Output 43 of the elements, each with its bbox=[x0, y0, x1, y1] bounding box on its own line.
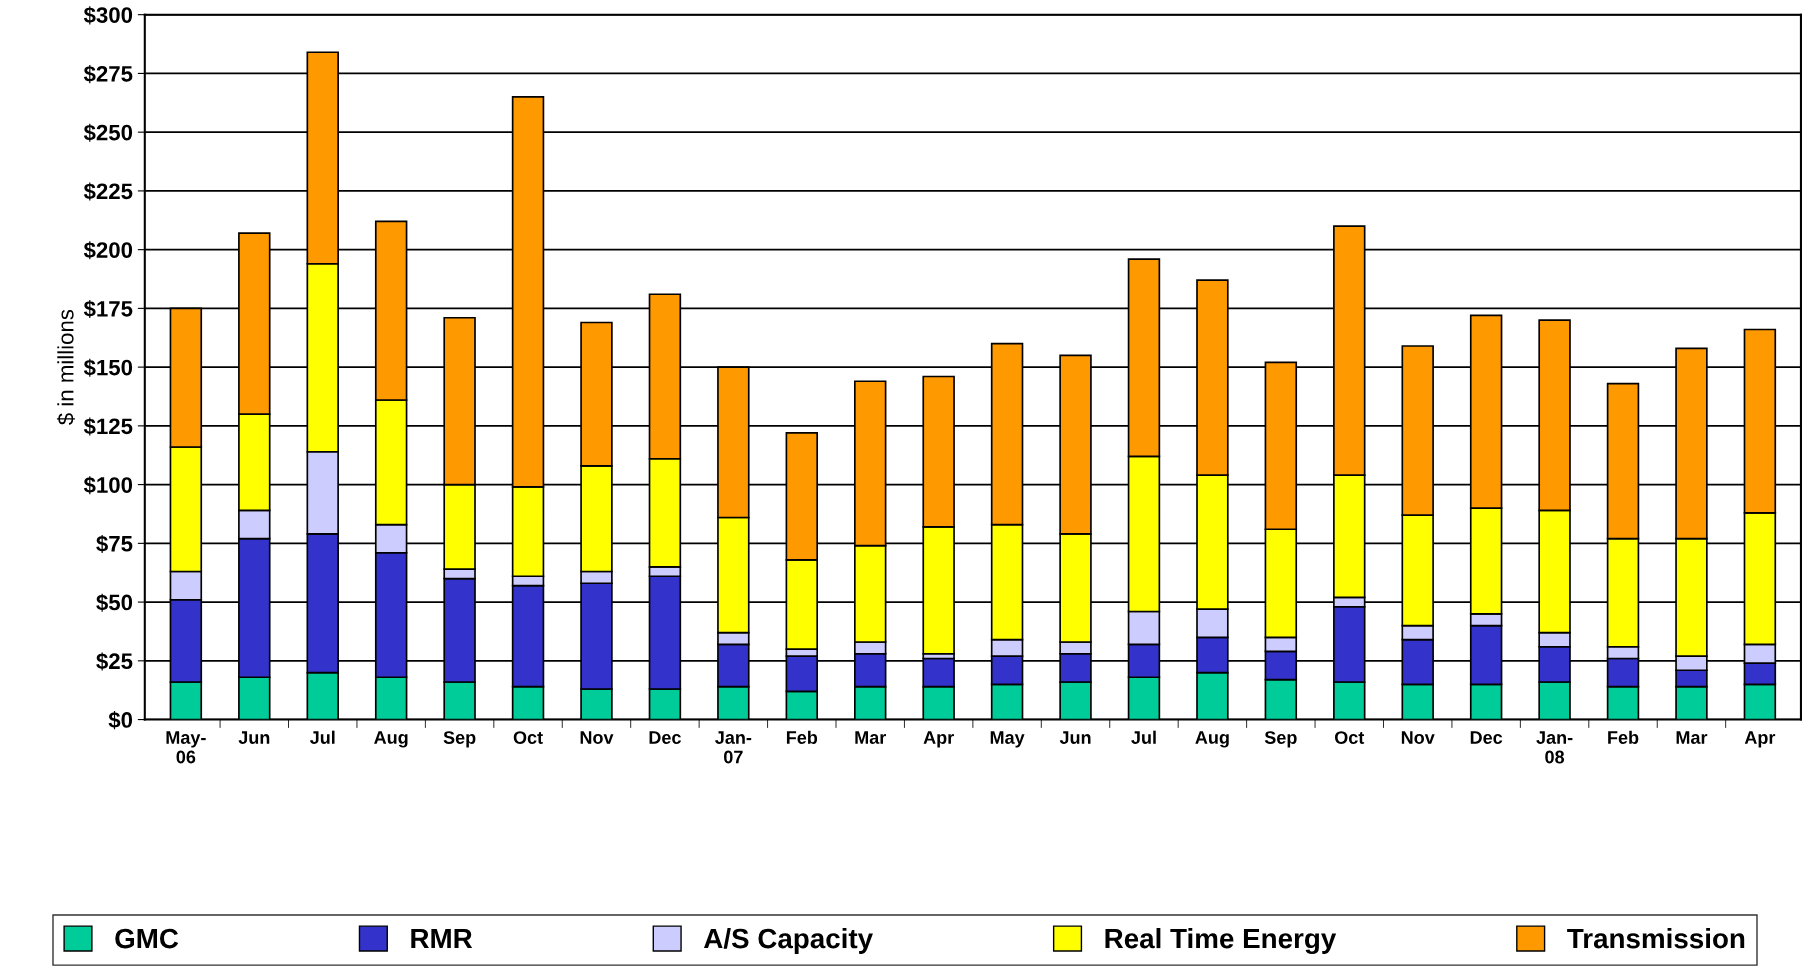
x-tick-label: Mar bbox=[1676, 731, 1708, 744]
legend-label: Transmission bbox=[1567, 927, 1745, 949]
x-tick-label: Dec bbox=[1470, 731, 1503, 744]
legend-label: RMR bbox=[411, 929, 473, 949]
y-tick-label: $200 bbox=[83, 241, 133, 260]
y-tick-label: $100 bbox=[83, 476, 133, 495]
y-tick-label: $275 bbox=[83, 64, 133, 84]
y-tick-label: $150 bbox=[83, 358, 133, 377]
y-axis-title: $ in millions bbox=[56, 309, 75, 425]
x-tick-label: Feb bbox=[1608, 730, 1639, 744]
x-tick-label: Feb bbox=[786, 730, 818, 744]
x-tick-label: Oct bbox=[1334, 731, 1365, 744]
x-tick-label: Dec bbox=[649, 731, 681, 744]
x-tick-label: Sep bbox=[443, 731, 476, 748]
y-tick-label: $75 bbox=[96, 534, 133, 554]
y-tick-label: $175 bbox=[83, 299, 133, 319]
x-tick-label: Nov bbox=[1401, 731, 1435, 744]
x-tick-label: May bbox=[990, 731, 1025, 748]
x-tick-label: Jan- 08 bbox=[1536, 731, 1573, 764]
x-tick-label: Mar bbox=[855, 731, 886, 744]
legend-label: Real Time Energy bbox=[1105, 927, 1337, 954]
x-tick-label: Jun bbox=[238, 731, 270, 744]
x-tick-label: Jul bbox=[1131, 730, 1156, 744]
y-tick-label: $0 bbox=[108, 711, 133, 730]
x-tick-label: Aug bbox=[374, 731, 408, 748]
y-tick-label: $25 bbox=[96, 652, 133, 671]
x-tick-label: Oct bbox=[513, 731, 543, 744]
x-tick-label: Sep bbox=[1264, 731, 1297, 748]
y-tick-label: $250 bbox=[83, 123, 133, 142]
y-tick-label: $125 bbox=[83, 417, 133, 436]
x-tick-label: Apr bbox=[923, 731, 954, 748]
x-tick-label: Jul bbox=[309, 730, 335, 744]
legend-label: A/S Capacity bbox=[703, 927, 873, 954]
y-tick-label: $50 bbox=[96, 593, 133, 612]
x-tick-label: May- 06 bbox=[166, 731, 206, 764]
legend-label: GMC bbox=[115, 928, 179, 949]
y-tick-label: $225 bbox=[83, 182, 133, 201]
x-tick-label: Apr bbox=[1744, 731, 1776, 748]
x-tick-label: Nov bbox=[580, 731, 614, 744]
x-tick-label: Aug bbox=[1195, 731, 1229, 748]
y-tick-label: $300 bbox=[83, 6, 133, 25]
x-tick-label: Jan- 07 bbox=[715, 731, 752, 764]
x-tick-label: Jun bbox=[1059, 731, 1091, 744]
